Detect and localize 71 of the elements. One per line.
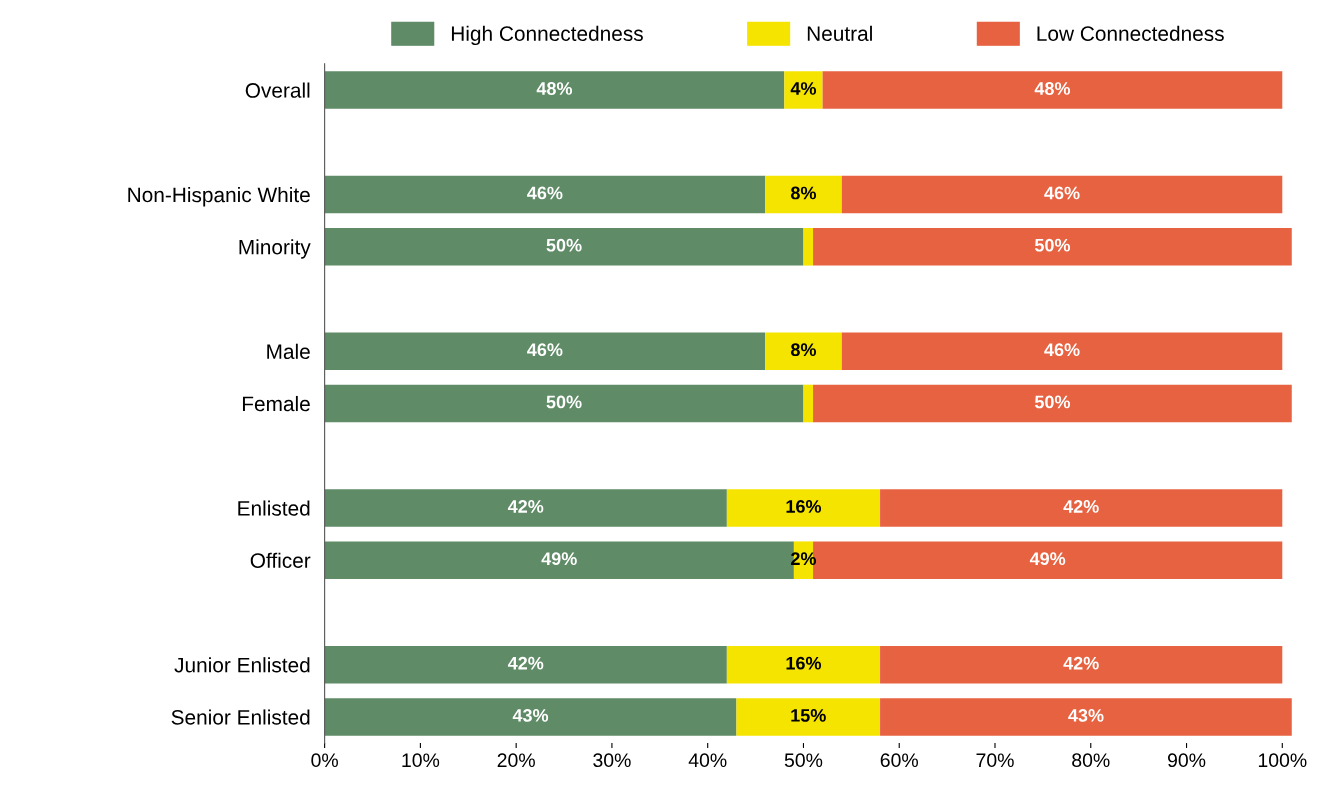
bar bbox=[880, 698, 1292, 736]
bar bbox=[324, 175, 766, 214]
data-label: 43% bbox=[1068, 709, 1104, 722]
bar bbox=[324, 489, 727, 527]
bar bbox=[813, 384, 1292, 423]
bar bbox=[813, 227, 1292, 266]
bar bbox=[324, 227, 804, 266]
y-tick-label: Officer bbox=[250, 552, 311, 568]
data-label: 42% bbox=[1063, 500, 1099, 513]
data-label: 15% bbox=[791, 709, 826, 722]
bar bbox=[324, 645, 727, 684]
data-label: 46% bbox=[527, 186, 563, 200]
data-label: 46% bbox=[527, 343, 563, 357]
bar bbox=[803, 227, 814, 266]
bar bbox=[803, 384, 814, 423]
x-tick-label: 100% bbox=[1258, 753, 1307, 768]
data-label: 50% bbox=[546, 395, 582, 409]
bar bbox=[880, 489, 1283, 527]
bar bbox=[841, 175, 1283, 214]
data-label: 42% bbox=[1063, 656, 1099, 670]
x-tick-label: 80% bbox=[1072, 753, 1110, 768]
bar bbox=[324, 384, 804, 423]
x-tick-label: 90% bbox=[1167, 753, 1206, 768]
x-tick-label: 30% bbox=[593, 753, 631, 768]
x-tick-label: 50% bbox=[784, 753, 823, 768]
data-label: 46% bbox=[1044, 343, 1080, 357]
bar bbox=[324, 332, 766, 371]
y-tick-label: Male bbox=[267, 343, 310, 360]
data-label: 42% bbox=[507, 656, 544, 670]
x-tick-label: 0% bbox=[311, 753, 338, 768]
data-label: 49% bbox=[541, 552, 577, 566]
data-label: 16% bbox=[786, 500, 822, 513]
bar bbox=[765, 175, 842, 214]
x-tick-label: 10% bbox=[402, 753, 440, 768]
legend-label: Neutral bbox=[807, 25, 872, 41]
y-tick-label: Minority bbox=[239, 239, 311, 259]
legend-label: Low Connectedness bbox=[1037, 25, 1224, 41]
data-label: 8% bbox=[790, 343, 817, 357]
legend-label: High Connectedness bbox=[451, 25, 643, 46]
data-label: 48% bbox=[1034, 82, 1071, 95]
data-label: 50% bbox=[1034, 395, 1071, 409]
bar bbox=[880, 645, 1283, 684]
data-label: 43% bbox=[512, 709, 549, 722]
y-tick-label: Senior Enlisted bbox=[171, 709, 310, 725]
y-tick-label: Overall bbox=[245, 82, 310, 98]
bar bbox=[736, 698, 881, 736]
data-label: 16% bbox=[786, 656, 822, 670]
x-tick-label: 40% bbox=[688, 753, 727, 768]
bar bbox=[726, 489, 881, 527]
x-tick-label: 70% bbox=[976, 753, 1014, 768]
x-tick-label: 20% bbox=[497, 753, 535, 768]
bar bbox=[765, 332, 842, 371]
bar bbox=[784, 71, 823, 109]
y-tick-label: Junior Enlisted bbox=[174, 657, 310, 673]
y-tick-label: Non-Hispanic White bbox=[128, 186, 310, 207]
x-tick-label: 60% bbox=[880, 753, 918, 768]
data-label: 4% bbox=[790, 82, 817, 95]
y-tick-label: Female bbox=[242, 395, 310, 412]
bar bbox=[841, 332, 1283, 371]
data-label: 8% bbox=[790, 186, 817, 200]
data-label: 46% bbox=[1044, 186, 1080, 200]
data-label: 42% bbox=[507, 500, 544, 513]
data-label: 50% bbox=[1034, 238, 1071, 252]
bar bbox=[324, 698, 737, 736]
bar bbox=[726, 645, 881, 684]
bar bbox=[324, 71, 785, 109]
data-label: 49% bbox=[1029, 552, 1066, 566]
bar bbox=[822, 71, 1283, 109]
data-label: 48% bbox=[536, 82, 573, 95]
y-tick-label: Enlisted bbox=[238, 500, 310, 516]
data-label: 50% bbox=[546, 238, 582, 252]
